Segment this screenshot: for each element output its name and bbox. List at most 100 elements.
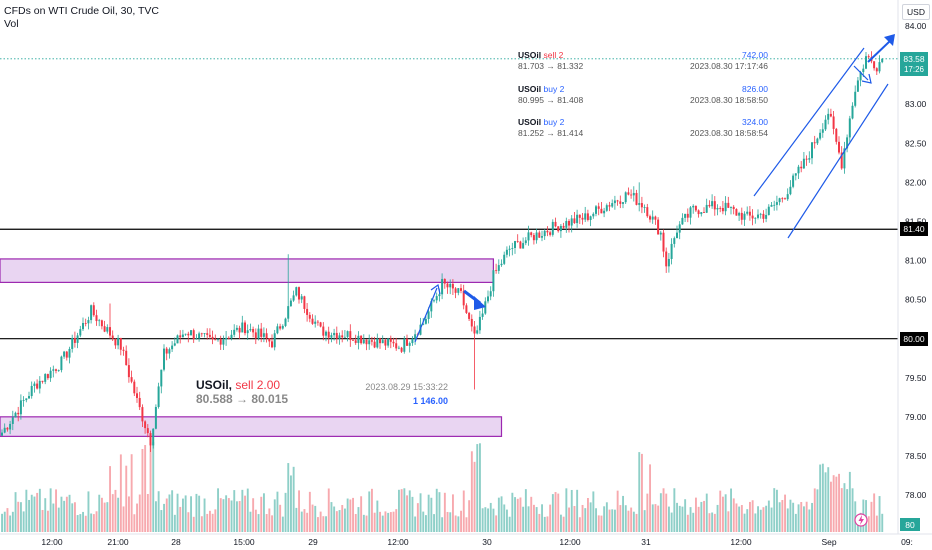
- candle-body: [470, 318, 473, 327]
- candle-body: [149, 433, 152, 446]
- candle-body: [127, 365, 130, 378]
- trade-side: buy 2: [543, 84, 565, 94]
- volume-bar: [846, 489, 849, 532]
- candle-body: [732, 206, 735, 210]
- candle-body: [692, 205, 695, 208]
- volume-bar: [746, 509, 749, 532]
- price-tick-label: 78.50: [905, 451, 927, 461]
- annotation-side: sell 2.00: [235, 378, 281, 392]
- volume-bar: [157, 491, 160, 532]
- candle-body: [225, 337, 228, 340]
- candle-body: [595, 206, 597, 214]
- candle-body: [524, 240, 527, 244]
- volume-bar: [257, 514, 260, 532]
- candle-body: [684, 213, 687, 218]
- last-price-label: 83.58: [903, 54, 925, 64]
- volume-bar: [128, 496, 130, 532]
- volume-bar: [465, 517, 468, 532]
- candle-body: [214, 339, 217, 341]
- candle-body: [141, 407, 144, 422]
- volume-bar: [773, 488, 776, 532]
- volume-bar: [41, 509, 44, 532]
- candle-body: [840, 152, 843, 169]
- candle-body: [311, 318, 314, 324]
- candle-body: [397, 347, 400, 349]
- trade-amount: 742.00: [742, 50, 768, 60]
- volume-bar: [533, 504, 535, 532]
- candle-body: [306, 308, 309, 315]
- volume-bar: [754, 513, 757, 532]
- candle-body: [608, 205, 611, 207]
- candle-body: [254, 332, 257, 339]
- volume-bar: [875, 515, 878, 532]
- candle-body: [797, 166, 800, 174]
- candle-body: [838, 141, 840, 153]
- volume-bar: [627, 510, 630, 532]
- candle-body: [829, 113, 832, 117]
- volume-bar: [614, 509, 616, 532]
- volume-bar: [767, 500, 770, 532]
- candle-body: [325, 331, 327, 336]
- currency-button[interactable]: USD: [902, 4, 930, 20]
- volume-bar: [452, 494, 454, 532]
- candle-body: [138, 397, 141, 408]
- candle-body: [219, 339, 222, 345]
- volume-bar: [322, 516, 325, 532]
- candle-body: [430, 301, 433, 312]
- candle-body: [589, 216, 592, 220]
- time-tick-label: 21:00: [107, 537, 129, 547]
- volume-bar: [346, 498, 349, 532]
- candle-body: [130, 377, 133, 382]
- volume-bar: [57, 507, 60, 532]
- candle-body: [497, 265, 500, 271]
- volume-bar: [740, 505, 743, 532]
- candle-body: [541, 236, 543, 238]
- volume-bar: [778, 502, 781, 532]
- volume-bar: [344, 508, 346, 532]
- volume-bar: [730, 488, 732, 532]
- volume-bar: [616, 490, 619, 532]
- volume-bar: [6, 508, 9, 532]
- time-tick-label: 12:00: [41, 537, 63, 547]
- candle-body: [757, 214, 759, 218]
- annotation-amount: 1 146.00: [412, 396, 448, 406]
- candle-body: [303, 296, 306, 309]
- volume-bar: [425, 515, 427, 532]
- candle-body: [392, 341, 395, 344]
- rally-arrow-head: [430, 283, 441, 295]
- volume-bar: [716, 504, 719, 532]
- volume-bar: [649, 464, 651, 532]
- candle-body: [195, 338, 198, 340]
- volume-bar: [295, 507, 298, 532]
- candle-body: [335, 332, 338, 339]
- time-tick-label: 15:00: [233, 537, 255, 547]
- candle-body: [308, 314, 311, 319]
- countdown-label: 17:26: [904, 65, 925, 74]
- volume-bar: [408, 490, 411, 532]
- candle-body: [257, 328, 260, 339]
- candle-body: [527, 232, 530, 241]
- volume-bar: [263, 493, 265, 532]
- price-tick-label: 82.50: [905, 138, 927, 148]
- candle-body: [489, 291, 492, 297]
- volume-bar: [446, 511, 449, 532]
- volume-bar: [770, 507, 773, 532]
- volume-bar: [144, 445, 147, 532]
- volume-bar: [338, 510, 341, 532]
- volume-bar: [136, 503, 138, 532]
- candle-body: [862, 68, 865, 73]
- candle-body: [68, 348, 71, 358]
- volume-bar: [508, 516, 511, 532]
- candle-body: [624, 192, 627, 203]
- volume-bar: [792, 502, 795, 532]
- candle-body: [357, 335, 360, 343]
- alert-icon[interactable]: [854, 513, 868, 527]
- candle-body: [381, 340, 384, 344]
- time-axis[interactable]: 12:00 21:00 28 15:00 29 12:00 30 12:00 31 12:00 Se…: [41, 537, 913, 547]
- volume-bar: [30, 494, 33, 532]
- level-high-badge: [900, 222, 928, 236]
- candle-body: [743, 213, 746, 220]
- candle-body: [478, 316, 481, 331]
- supply-demand-zones: [0, 258, 503, 437]
